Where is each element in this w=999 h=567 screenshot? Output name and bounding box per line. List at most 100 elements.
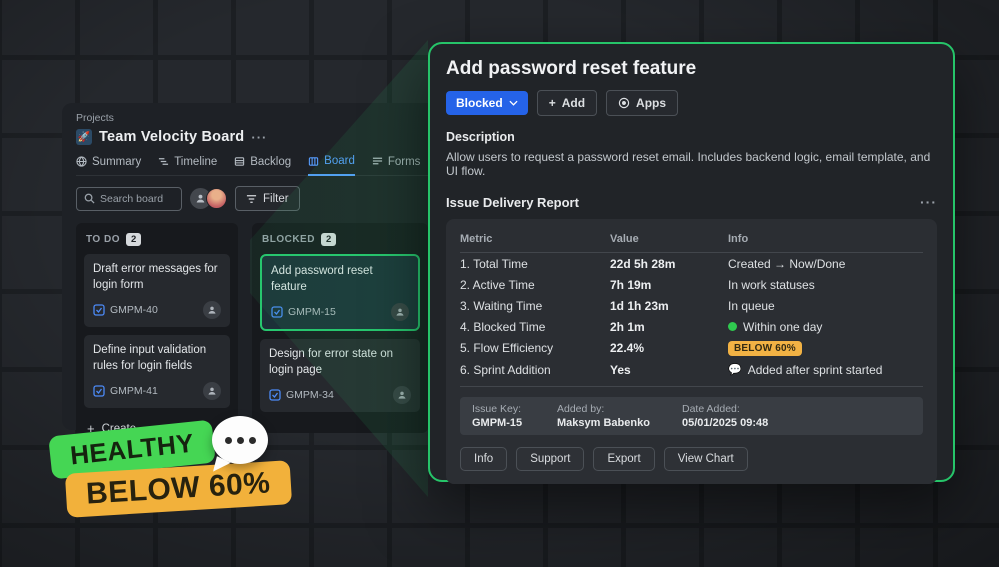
page-title: Team Velocity Board — [99, 129, 245, 145]
person-icon — [398, 391, 406, 399]
issue-title: Add password reset feature — [446, 58, 697, 79]
plus-icon: + — [548, 96, 556, 110]
value-cell: 2h 1m — [610, 319, 645, 334]
card-gmpm-15-selected[interactable]: Add password reset feature GMPM-15 — [260, 254, 420, 332]
support-button[interactable]: Support — [516, 446, 585, 471]
description-text: Allow users to request a password reset … — [446, 150, 931, 178]
issue-meta-strip: Issue Key: GMPM-15 Added by: Maksym Babe… — [460, 396, 923, 435]
tab-timeline[interactable]: Timeline — [158, 155, 217, 175]
checkbox-icon — [93, 385, 105, 397]
report-more-menu[interactable]: ··· — [920, 194, 937, 210]
issue-key-value: GMPM-15 — [472, 416, 523, 429]
checkbox-icon — [93, 304, 105, 316]
report-table: Metric Value Info 1. Total Time 22d 5h 2… — [460, 231, 923, 387]
avatar-generic[interactable] — [190, 188, 211, 209]
metric-cell: 5. Flow Efficiency — [460, 341, 554, 355]
search-input[interactable]: Search board — [76, 186, 182, 211]
tab-forms[interactable]: Forms — [372, 155, 420, 175]
breadcrumb[interactable]: Projects — [76, 112, 114, 124]
timeline-icon — [159, 158, 169, 165]
tab-summary[interactable]: Summary — [76, 155, 141, 175]
board-icon — [308, 156, 319, 166]
metric-cell: 4. Blocked Time — [460, 319, 546, 334]
added-by-value: Maksym Babenko — [557, 416, 650, 429]
globe-icon — [76, 156, 87, 167]
column-todo: TO DO 2 Draft error messages for login f… — [76, 223, 238, 446]
value-cell: 22d 5h 28m — [610, 256, 676, 271]
chevron-down-icon — [509, 100, 518, 106]
project-board-window: Projects 🚀 Team Velocity Board ··· Summa… — [62, 103, 481, 446]
backlog-icon — [235, 157, 245, 166]
tab-backlog[interactable]: Backlog — [234, 155, 291, 175]
value-cell: Yes — [610, 359, 728, 387]
person-icon — [208, 306, 216, 314]
info-cell: In queue — [728, 298, 775, 313]
tab-board[interactable]: Board — [308, 155, 355, 176]
issue-key: GMPM-34 — [286, 389, 334, 402]
board-tabs: Summary Timeline Backlog Board Forms Cod… — [76, 155, 481, 176]
issue-delivery-report: Metric Value Info 1. Total Time 22d 5h 2… — [446, 219, 937, 484]
column-count-badge: 2 — [320, 233, 337, 246]
speech-bubble-icon — [212, 416, 268, 464]
avatar-user-photo[interactable] — [206, 188, 227, 209]
metric-cell: 3. Waiting Time — [460, 298, 543, 313]
add-button[interactable]: + Add — [536, 90, 598, 116]
value-cell: 22.4% — [610, 341, 645, 355]
apps-icon — [618, 97, 630, 109]
person-icon — [396, 308, 404, 316]
assignee-avatar[interactable] — [391, 303, 409, 322]
card-gmpm-41[interactable]: Define input validation rules for login … — [84, 335, 230, 409]
green-status-dot — [728, 322, 737, 331]
board-more-menu[interactable]: ··· — [251, 129, 268, 145]
info-cell: Created → Now/Done — [728, 256, 846, 271]
column-name: TO DO — [86, 234, 120, 245]
apps-button[interactable]: Apps — [606, 90, 679, 116]
column-name: BLOCKED — [262, 234, 315, 245]
issue-key: GMPM-41 — [110, 385, 158, 398]
date-added-value: 05/01/2025 09:48 — [682, 416, 769, 429]
column-blocked: BLOCKED 2 Add password reset feature GMP… — [252, 223, 428, 433]
checkbox-icon — [269, 389, 281, 401]
date-added-label: Date Added: — [682, 402, 740, 415]
col-header-info: Info — [728, 231, 923, 253]
checkbox-icon — [271, 306, 283, 318]
value-cell: 7h 19m — [610, 277, 652, 292]
issue-key-label: Issue Key: — [472, 402, 522, 415]
project-icon: 🚀 — [76, 129, 92, 145]
filter-icon — [246, 194, 257, 203]
added-by-label: Added by: — [557, 402, 605, 415]
issue-detail-panel: Add password reset feature Blocked + Add… — [428, 42, 955, 484]
value-cell: 1d 1h 23m — [610, 298, 669, 313]
card-gmpm-40[interactable]: Draft error messages for login form GMPM… — [84, 254, 230, 328]
info-button[interactable]: Info — [460, 446, 508, 471]
info-cell: In work statuses — [728, 277, 815, 292]
report-title: Issue Delivery Report — [446, 194, 579, 210]
person-icon — [208, 387, 216, 395]
below-60-badge: BELOW 60% — [728, 340, 802, 356]
assignee-avatar[interactable] — [203, 382, 221, 401]
filter-button[interactable]: Filter — [235, 186, 300, 211]
metric-cell: 6. Sprint Addition — [460, 359, 610, 387]
col-header-metric: Metric — [460, 231, 610, 253]
plus-icon: + — [87, 421, 95, 437]
col-header-value: Value — [610, 231, 728, 253]
info-cell: 💬 Added after sprint started — [728, 359, 923, 387]
issue-key: GMPM-40 — [110, 304, 158, 317]
issue-key: GMPM-15 — [288, 306, 336, 319]
card-gmpm-34[interactable]: Design for error state on login page GMP… — [260, 339, 420, 413]
status-dropdown-button[interactable]: Blocked — [446, 91, 528, 115]
metric-cell: 1. Total Time — [460, 256, 528, 271]
metric-cell: 2. Active Time — [460, 277, 535, 292]
assignee-avatar[interactable] — [203, 301, 221, 320]
forms-icon — [372, 157, 382, 165]
search-icon — [84, 193, 95, 204]
column-count-badge: 2 — [125, 233, 142, 246]
speech-bubble-icon: 💬 — [728, 364, 742, 376]
info-cell: BELOW 60% — [728, 337, 923, 359]
info-cell: Within one day — [728, 316, 923, 337]
person-icon — [196, 194, 205, 203]
description-label: Description — [446, 130, 515, 144]
view-chart-button[interactable]: View Chart — [663, 446, 748, 471]
assignee-avatar[interactable] — [393, 386, 411, 405]
export-button[interactable]: Export — [593, 446, 655, 471]
